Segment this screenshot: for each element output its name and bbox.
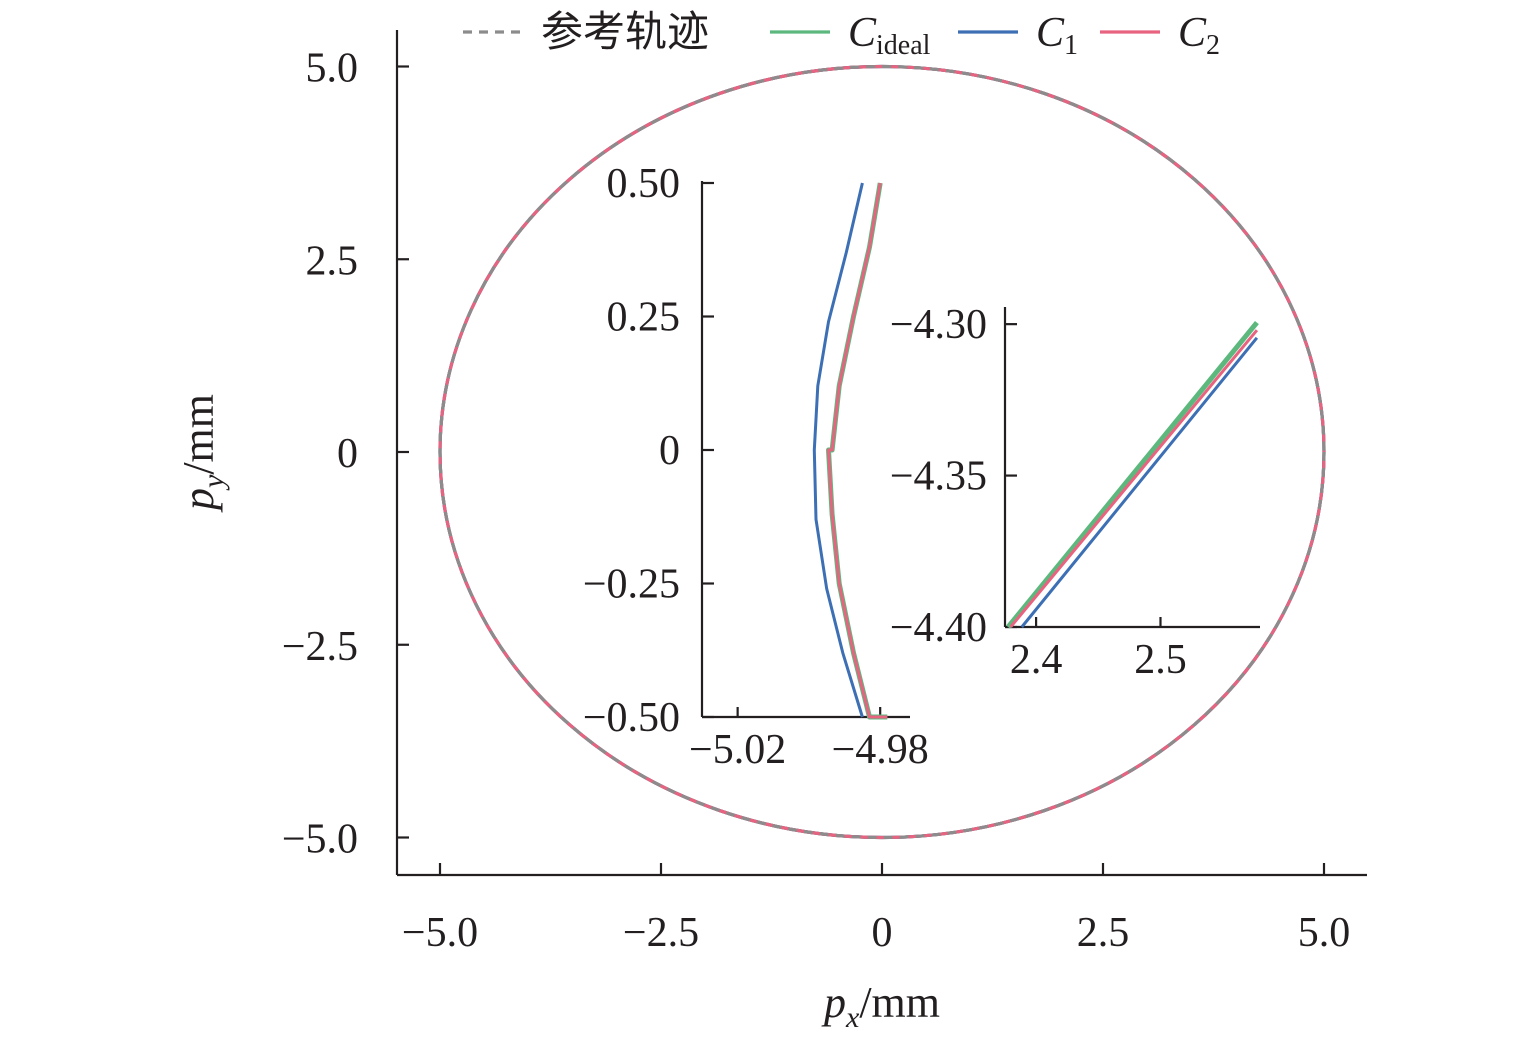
y-tick-label: 0 <box>337 431 358 477</box>
inset-x-tick-label: 2.5 <box>1134 637 1187 683</box>
inset-x-tick-label: −5.02 <box>689 727 786 773</box>
legend: 参考轨迹 Cideal C1 C2 <box>463 9 1220 61</box>
series-ideal-trajectory <box>438 64 1326 840</box>
inset-y-tick-label: −4.35 <box>890 454 987 500</box>
x-tick-label: 0 <box>872 910 893 956</box>
x-axis-title: px/mm <box>821 978 940 1034</box>
series-c2-trajectory <box>438 64 1326 840</box>
inset-y-tick-label: −4.30 <box>890 302 987 348</box>
inset-y-tick-label: −0.25 <box>583 562 680 608</box>
inset-y-tick-label: −4.40 <box>890 605 987 651</box>
y-axis-title-unit: /mm <box>174 394 223 475</box>
legend-label-c2: C2 <box>1178 10 1220 61</box>
x-tick-label: −5.0 <box>402 910 478 956</box>
inset-series-c1-line <box>1020 336 1259 628</box>
legend-label-text: 参考轨迹 <box>541 9 709 56</box>
inset-y-tick-label: 0 <box>659 428 680 474</box>
legend-label-sub: 1 <box>1064 30 1078 61</box>
inset-series-c2-line <box>1009 329 1259 628</box>
legend-label-sub: ideal <box>876 30 931 61</box>
series-c1-trajectory <box>438 64 1326 840</box>
x-axis-title-var: p <box>821 978 846 1027</box>
legend-label-c1: C1 <box>1036 10 1078 61</box>
x-tick-label: −2.5 <box>623 910 699 956</box>
inset-series-c2-line <box>827 182 888 719</box>
y-tick-label: −2.5 <box>282 624 358 670</box>
inset-right-plot: 2.4 2.5 −4.30 −4.35 −4.40 <box>890 302 1260 683</box>
y-axis-title: py/mm <box>174 394 230 513</box>
inset-y-tick-label: −0.50 <box>583 695 680 741</box>
inset-series-c1-line <box>812 182 864 718</box>
legend-label-ref: 参考轨迹 <box>541 9 709 56</box>
inset-series-ideal-line <box>1006 321 1259 629</box>
legend-label-ideal: Cideal <box>848 10 931 61</box>
x-axis-title-sub: x <box>845 1001 860 1034</box>
inset-y-tick-label: 0.25 <box>607 295 681 341</box>
legend-label-text: C <box>848 10 877 56</box>
legend-label-sub: 2 <box>1206 30 1220 61</box>
y-tick-label: −5.0 <box>282 817 358 863</box>
inset-y-tick-label: 0.50 <box>607 161 681 207</box>
inset-x-tick-label: −4.98 <box>832 727 929 773</box>
legend-label-text: C <box>1178 10 1207 56</box>
y-tick-label: 2.5 <box>306 238 359 284</box>
x-tick-label: 5.0 <box>1298 910 1351 956</box>
inset-x-tick-label: 2.4 <box>1010 637 1063 683</box>
legend-label-text: C <box>1036 10 1065 56</box>
y-axis-title-var: p <box>174 488 223 513</box>
series-ref-trajectory <box>438 65 1326 839</box>
x-tick-label: 2.5 <box>1077 910 1130 956</box>
x-axis-title-unit: /mm <box>859 978 940 1027</box>
inset-left-plot: −5.02 −4.98 0.50 0.25 0 −0.25 −0.50 <box>583 161 929 773</box>
y-axis-title-sub: y <box>197 474 230 491</box>
y-tick-label: 5.0 <box>306 46 359 92</box>
